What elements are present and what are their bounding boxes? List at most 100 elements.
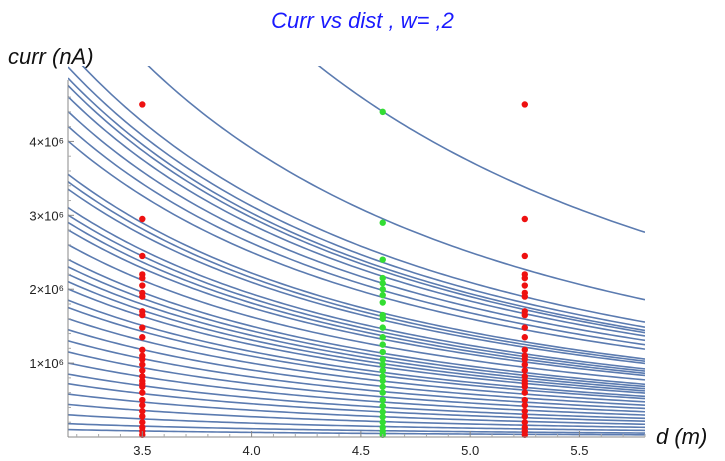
data-point-1-0 [379,108,386,116]
data-point-0-17 [139,373,146,380]
fit-curve-6 [68,96,645,337]
fit-curve-17 [68,243,645,381]
data-point-1-17 [379,373,386,380]
fit-curve-12 [68,188,645,365]
fit-curve-24 [68,306,645,400]
fit-curve-19 [68,266,645,388]
data-point-0-12 [139,346,146,354]
fit-curve-30 [68,373,645,420]
data-point-1-23 [379,408,386,416]
data-point-0-5 [139,282,146,289]
data-point-1-21 [379,396,386,404]
data-point-1-24 [379,413,386,421]
fit-curve-31 [68,382,645,422]
y-tick-label-1: 2×10⁶ [29,282,64,297]
data-point-2-7 [521,293,528,300]
fit-curve-25 [68,317,645,403]
data-point-0-1 [139,215,146,223]
data-point-2-22 [521,396,528,404]
fit-curve-2 [81,66,645,323]
data-point-2-26 [521,419,528,426]
fit-curve-9 [68,140,645,350]
data-point-2-9 [521,311,528,319]
data-point-1-3 [379,274,386,282]
data-point-0-2 [139,252,146,260]
fit-curve-13 [68,206,645,370]
fit-curve-28 [68,351,645,413]
fit-curve-4 [68,77,645,332]
fit-curve-8 [68,125,645,346]
fit-curve-36 [68,428,645,436]
data-point-1-6 [379,291,386,299]
data-point-1-15 [379,361,386,368]
x-tick-label-1: 4.0 [243,443,261,458]
fit-curve-23 [68,299,645,398]
fit-curve-5 [68,84,645,334]
fit-curve-7 [68,110,645,342]
data-point-1-4 [379,280,386,287]
fit-curve-21 [68,280,645,392]
data-point-1-16 [379,367,386,374]
y-tick-label-0: 1×10⁶ [29,356,64,371]
data-point-0-15 [139,361,146,368]
data-point-0-20 [139,383,146,390]
axes: 3.5 4.0 4.5 5.0 5.5 1×10⁶ 2×10⁶ 3×10⁶ 4×10⁶ [29,80,646,458]
data-point-1-22 [379,402,386,410]
data-point-0-22 [139,396,146,404]
x-tick-label-2: 4.5 [352,443,370,458]
data-point-0-7 [139,293,146,300]
fit-curve-33 [68,403,645,429]
data-point-2-2 [521,252,528,260]
fit-curve-15 [68,221,645,375]
x-tick-label-0: 3.5 [133,443,151,458]
chart-title-text: Curr vs dist , w= ,2 [271,8,454,33]
fit-curve-10 [68,173,645,360]
data-point-0-26 [139,419,146,426]
fit-curve-18 [68,258,645,386]
data-point-2-20 [521,383,528,390]
data-point-2-25 [521,413,528,420]
data-point-1-10 [379,324,386,331]
data-point-0-4 [139,274,146,282]
data-point-0-25 [139,413,146,420]
data-point-1-11 [379,334,386,341]
data-point-2-11 [521,334,528,341]
data-point-0-11 [139,334,146,341]
data-point-2-23 [521,402,528,409]
data-point-2-4 [521,274,528,282]
fit-curves [68,66,645,436]
data-point-1-14 [379,356,386,363]
data-point-1-12 [379,341,386,348]
fit-curve-0 [317,66,645,234]
fit-curve-22 [68,288,645,394]
data-point-1-1 [379,219,386,226]
data-point-2-14 [521,356,528,363]
fit-curve-27 [68,340,645,410]
x-tick-label-3: 5.0 [461,443,479,458]
data-point-2-0 [521,101,528,108]
data-point-1-7 [379,299,386,306]
fit-curve-14 [68,214,645,372]
data-point-2-29 [521,431,528,438]
fit-curve-16 [68,229,645,377]
data-point-0-24 [139,407,146,415]
fit-curve-34 [68,414,645,432]
data-point-2-17 [521,373,528,380]
fit-curve-1 [147,66,645,301]
x-tick-label-4: 5.5 [570,443,588,458]
y-tick-label-3: 4×10⁶ [29,134,64,149]
data-points [139,101,528,438]
fit-curve-26 [68,328,645,406]
y-tick-label-2: 3×10⁶ [29,208,64,223]
x-axis-label: d (m) [656,424,708,449]
data-point-2-21 [521,389,528,396]
data-point-2-12 [521,346,528,354]
fit-curve-35 [68,422,645,434]
fit-curve-3 [68,66,645,328]
data-point-1-5 [379,286,386,293]
data-point-1-13 [379,348,386,356]
fit-curve-29 [68,362,645,416]
fit-curve-32 [68,393,645,426]
data-point-1-20 [379,389,386,396]
